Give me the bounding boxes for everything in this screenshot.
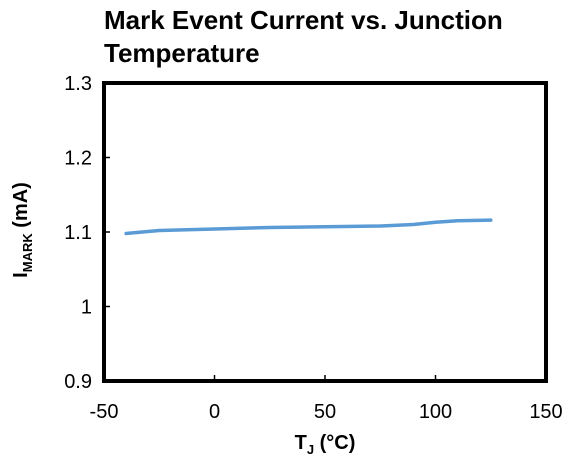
x-axis-ticks: -50 0 50 100 150 — [90, 375, 563, 423]
y-tick-label: 1.1 — [64, 222, 92, 244]
chart-title-line-2: Temperature — [104, 38, 260, 68]
x-tick-label: 100 — [419, 401, 452, 423]
x-axis-label-rest: (°C) — [314, 432, 355, 454]
y-tick-label: 0.9 — [64, 371, 92, 393]
y-axis-label: IMARK (mA) — [10, 182, 35, 278]
chart-title-line-1: Mark Event Current vs. Junction — [104, 5, 503, 35]
x-tick-label: 150 — [529, 401, 562, 423]
x-axis-label-sub: J — [307, 442, 314, 457]
y-axis-ticks: 0.9 1 1.1 1.2 1.3 — [64, 73, 110, 393]
plot-area-frame — [102, 81, 548, 383]
series-layer — [124, 218, 493, 236]
x-tick-label: 50 — [314, 401, 336, 423]
chart-title: Mark Event Current vs. Junction Temperat… — [104, 5, 503, 68]
x-tick-label: -50 — [90, 401, 119, 423]
y-axis-label-sub: MARK — [20, 233, 35, 273]
y-axis-label-rest: (mA) — [10, 182, 32, 233]
x-tick-label: 0 — [209, 401, 220, 423]
x-axis-label-main: T — [295, 432, 307, 454]
y-tick-label: 1.2 — [64, 148, 92, 170]
series-line — [124, 218, 493, 236]
y-tick-label: 1.3 — [64, 73, 92, 95]
y-axis-label-main: I — [10, 272, 32, 278]
x-axis-label: TJ (°C) — [295, 432, 356, 457]
y-tick-label: 1 — [81, 297, 92, 319]
